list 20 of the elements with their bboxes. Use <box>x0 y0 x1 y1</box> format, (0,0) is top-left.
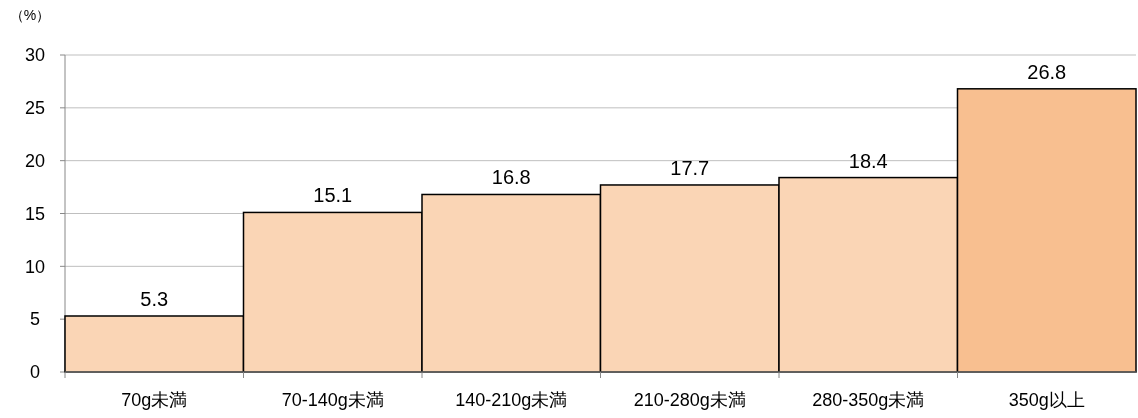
y-tick-label: 20 <box>24 150 46 171</box>
x-tick-label: 70-140g未満 <box>281 390 384 410</box>
y-tick-label: 15 <box>24 203 46 224</box>
data-label: 15.1 <box>313 184 353 207</box>
data-label: 26.8 <box>1027 60 1067 83</box>
data-label: 5.3 <box>140 288 169 310</box>
y-tick-label: 10 <box>24 256 46 277</box>
x-tick-label: 70g未満 <box>121 390 188 410</box>
y-axis-title: （%） <box>9 7 51 23</box>
y-tick-label: 30 <box>24 45 46 66</box>
data-label: 16.8 <box>491 166 531 189</box>
y-tick-label: 0 <box>29 362 41 383</box>
x-tick-label: 350g以上 <box>1008 390 1085 410</box>
x-tick-label: 140-210g未満 <box>455 390 568 410</box>
x-tick-label: 280-350g未満 <box>812 390 925 410</box>
data-label: 18.4 <box>848 149 888 172</box>
y-tick-label: 5 <box>29 309 41 330</box>
data-label: 17.7 <box>670 156 710 179</box>
x-tick-label: 210-280g未満 <box>633 390 746 410</box>
y-tick-label: 25 <box>24 98 46 119</box>
